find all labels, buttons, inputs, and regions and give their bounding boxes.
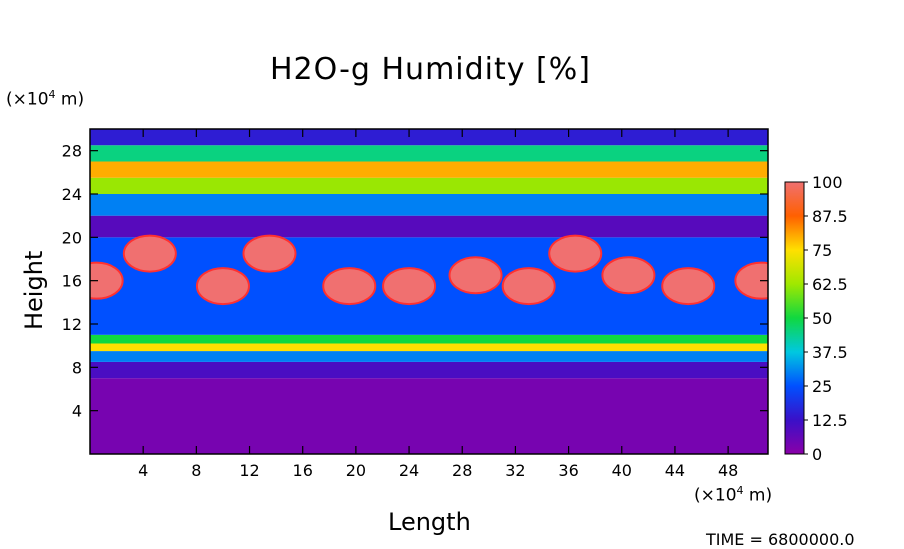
chart-title: H2O-g Humidity [%]	[270, 52, 591, 87]
humidity-layer-6	[90, 215, 768, 238]
y-unit-suffix: m)	[55, 89, 85, 110]
y-tick-label-6: 28	[62, 142, 82, 161]
x-tick-label-3: 16	[293, 461, 313, 480]
saturated-patch-10	[661, 267, 716, 306]
saturated-patch-6	[448, 256, 503, 295]
humidity-layer-8	[90, 177, 768, 194]
y-axis-unit: (×104 m)	[6, 88, 84, 110]
humidity-layer-11	[90, 129, 768, 146]
humidity-layer-9	[90, 161, 768, 178]
y-tick-label-5: 24	[62, 185, 82, 204]
y-axis-ticks: 4 8 12 16 20 24 28	[62, 142, 768, 421]
colorbar	[784, 181, 805, 455]
y-tick-label-0: 4	[72, 402, 82, 421]
humidity-layer-3	[90, 343, 768, 352]
plot-frame	[89, 128, 769, 455]
x-tick-label-8: 36	[558, 461, 578, 480]
x-axis-unit: (×104 m)	[694, 484, 772, 506]
time-readout: TIME = 6800000.0	[706, 530, 855, 549]
colorbar-tick-label-0: 0	[812, 445, 822, 464]
saturated-patch-3	[242, 234, 297, 273]
humidity-layer-1	[90, 361, 768, 379]
x-tick-label-2: 12	[239, 461, 259, 480]
saturated-patch-2	[195, 267, 250, 306]
x-axis-ticks: 4 8 12 16 20 24 28 32 36 40 44 48	[138, 129, 738, 480]
saturated-patch-8	[548, 234, 603, 273]
humidity-layer-0	[90, 378, 768, 454]
saturated-patch-4	[322, 267, 377, 306]
saturated-patch-0	[90, 261, 124, 300]
y-unit-exponent: 4	[48, 88, 56, 101]
x-tick-label-5: 24	[399, 461, 419, 480]
colorbar-tick-label-1: 12.5	[812, 411, 848, 430]
x-tick-label-10: 44	[665, 461, 685, 480]
x-tick-label-6: 28	[452, 461, 472, 480]
x-axis-label: Length	[388, 508, 471, 536]
humidity-layer-7	[90, 194, 768, 216]
y-tick-label-3: 16	[62, 272, 82, 291]
colorbar-tick-label-3: 37.5	[812, 343, 848, 362]
colorbar-tick-label-5: 62.5	[812, 275, 848, 294]
colorbar-tick-label-2: 25	[812, 377, 832, 396]
colorbar-ticks: 0 12.5 25 37.5 50 62.5 75 87.5 100	[804, 173, 848, 464]
x-unit-suffix: m)	[743, 485, 773, 506]
saturated-patches	[90, 234, 768, 306]
x-unit-prefix: (×10	[694, 485, 737, 506]
saturated-patch-5	[382, 267, 437, 306]
y-tick-label-1: 8	[72, 358, 82, 377]
colorbar-tick-label-8: 100	[812, 173, 843, 192]
x-tick-label-11: 48	[718, 461, 738, 480]
y-tick-label-4: 20	[62, 228, 82, 247]
saturated-patch-7	[501, 267, 556, 306]
saturated-patch-9	[601, 256, 656, 295]
colorbar-tick-label-4: 50	[812, 309, 832, 328]
humidity-layer-10	[90, 145, 768, 162]
x-tick-label-0: 4	[138, 461, 148, 480]
y-tick-label-2: 12	[62, 315, 82, 334]
x-tick-label-4: 20	[346, 461, 366, 480]
x-unit-exponent: 4	[736, 484, 744, 497]
y-unit-prefix: (×10	[6, 89, 49, 110]
humidity-layer-2	[90, 351, 768, 362]
humidity-layer-4	[90, 334, 768, 344]
colorbar-tick-label-6: 75	[812, 241, 832, 260]
colorbar-tick-label-7: 87.5	[812, 207, 848, 226]
x-tick-label-7: 32	[505, 461, 525, 480]
x-tick-label-1: 8	[191, 461, 201, 480]
saturated-patch-1	[122, 234, 177, 273]
saturated-patch-11	[734, 261, 768, 300]
x-tick-label-9: 40	[612, 461, 632, 480]
